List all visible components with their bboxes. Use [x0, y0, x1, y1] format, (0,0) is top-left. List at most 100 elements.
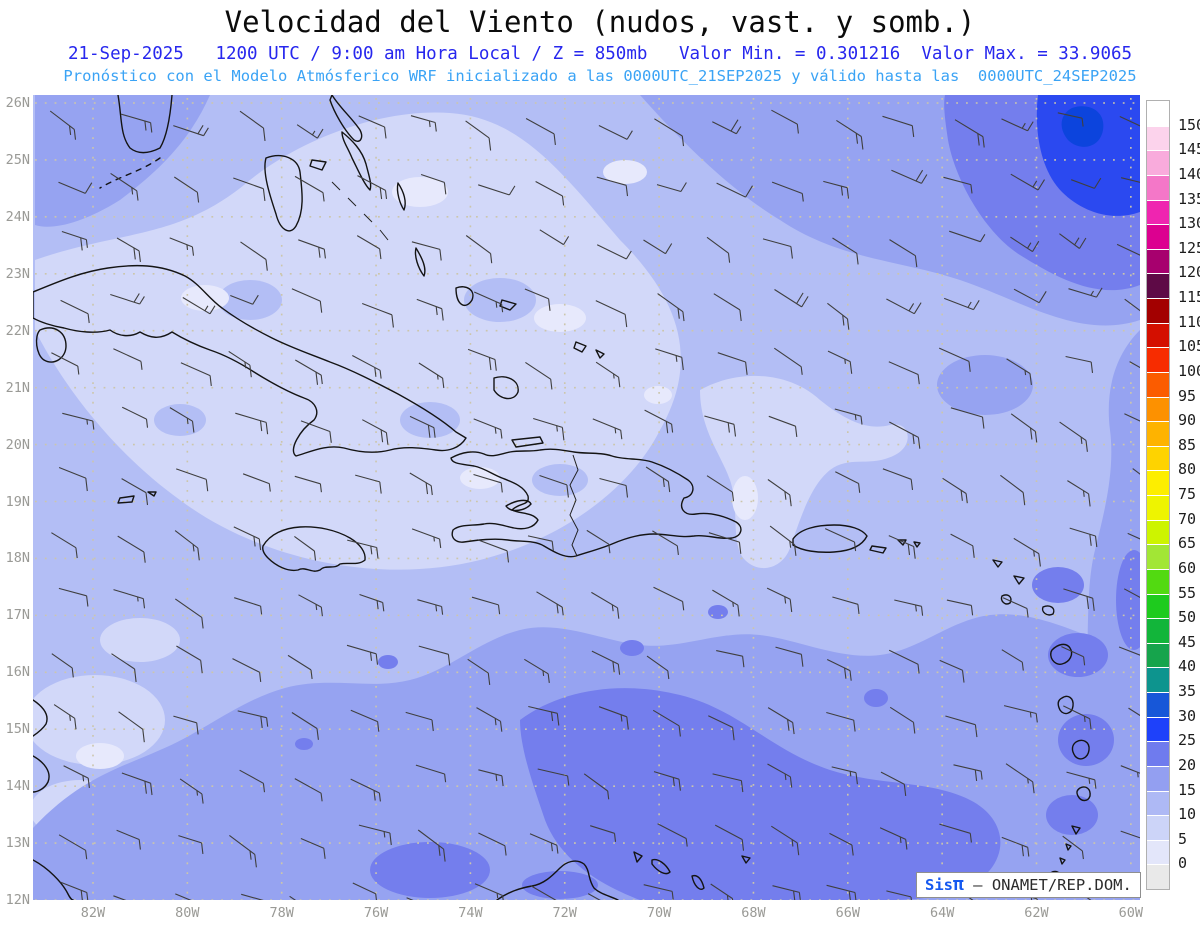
colorbar-label: 0: [1178, 854, 1188, 873]
colorbar-label: 105: [1178, 337, 1200, 356]
wind-barb: [406, 897, 414, 900]
wind-barb: [180, 362, 212, 386]
wind-barb: [116, 237, 141, 262]
wind-barb: [51, 532, 78, 559]
wind-barb: [357, 175, 388, 200]
wind-barb: [1013, 537, 1041, 567]
wind-barb: [598, 125, 633, 140]
watermark-badge: Sisπ – ONAMET/REP.DOM.: [916, 872, 1141, 898]
colorbar-segment: [1147, 396, 1169, 422]
wind-barb: [882, 468, 914, 490]
wind-barb: [478, 769, 504, 787]
wind-barb: [121, 772, 153, 796]
wind-barb: [362, 419, 389, 445]
wind-barb: [886, 298, 922, 315]
colorbar-label: 45: [1178, 632, 1197, 651]
colorbar-label: 115: [1178, 288, 1200, 306]
wind-barb: [233, 177, 266, 201]
coastline-cayman-islands: [117, 491, 157, 504]
coastline-layer: [33, 95, 1091, 900]
wind-barb: [717, 352, 748, 375]
wind-barb: [1120, 765, 1140, 778]
colorbar-segment: [1147, 741, 1169, 766]
wind-barb-layer: [49, 109, 1140, 900]
wind-barb: [708, 532, 742, 554]
wind-barb: [772, 885, 801, 900]
wind-barb: [478, 832, 507, 856]
wind-barb: [174, 598, 204, 629]
wind-barb: [415, 764, 447, 783]
wind-barb: [596, 176, 629, 197]
wind-barb: [474, 883, 504, 900]
wind-barb: [409, 415, 436, 438]
wind-barb: [657, 293, 685, 322]
lon-label: 78W: [269, 905, 294, 921]
wind-barb: [1068, 287, 1103, 298]
contour-region-20-25kt: [295, 738, 313, 750]
wind-barb: [1002, 597, 1029, 618]
colorbar-segment: [1147, 618, 1169, 643]
wind-barb: [949, 230, 986, 243]
colorbar-label: 95: [1178, 386, 1197, 405]
colorbar-segment: [1147, 445, 1169, 471]
colorbar-label: 50: [1178, 608, 1197, 627]
contour-region-20-25kt: [378, 655, 398, 669]
contour-spot-0-5kt: [392, 177, 448, 207]
lon-label: 74W: [458, 905, 483, 921]
wind-barb: [645, 466, 671, 493]
colorbar-segment: [1147, 101, 1169, 126]
colorbar-segment: [1147, 125, 1169, 151]
wind-barb: [1124, 298, 1140, 312]
lon-label: 80W: [175, 905, 200, 921]
colorbar-label: 75: [1178, 485, 1197, 503]
colorbar-segment: [1147, 519, 1169, 545]
wind-barb: [182, 297, 216, 315]
wind-barb: [298, 594, 323, 617]
wind-barb: [1061, 646, 1086, 666]
wind-barb: [656, 182, 687, 193]
wind-barb: [61, 230, 88, 251]
contour-spot-0-5kt: [732, 476, 758, 520]
lat-label: 21N: [5, 379, 30, 396]
contour-spot-0-5kt: [460, 467, 500, 489]
coastline-isla-juventud: [35, 327, 67, 363]
wind-barb: [1069, 527, 1098, 548]
wind-barb: [417, 829, 446, 862]
wind-barb: [598, 706, 629, 730]
wind-barb: [943, 176, 973, 194]
wind-barb: [350, 709, 380, 732]
colorbar-segment: [1147, 199, 1169, 225]
wind-barb: [946, 599, 974, 616]
wind-barb: [1063, 588, 1095, 611]
wind-barb: [1123, 588, 1140, 598]
wind-barb: [478, 184, 516, 196]
wind-barb: [1118, 646, 1140, 656]
colorbar-label: 90: [1178, 411, 1197, 430]
wind-barb: [1001, 118, 1034, 132]
wind-barb: [347, 539, 379, 559]
wind-barb: [241, 893, 264, 900]
wind-barb: [233, 526, 262, 551]
wind-barb: [529, 833, 559, 854]
wind-barb: [596, 244, 632, 260]
wind-barb: [953, 764, 983, 781]
contour-region-5-10kt: [33, 675, 165, 765]
colorbar-label: 85: [1178, 435, 1197, 454]
wind-barb: [473, 473, 503, 493]
wind-barb: [175, 893, 192, 900]
wind-barb: [237, 710, 269, 728]
wind-barb: [1120, 830, 1140, 839]
wind-barb: [169, 407, 195, 433]
wind-barb: [60, 881, 89, 900]
colorbar-segment: [1147, 716, 1169, 742]
wind-barb: [533, 417, 565, 441]
colorbar-segment: [1147, 322, 1169, 348]
wind-barb: [769, 525, 797, 556]
contour-spot-0-5kt: [534, 304, 586, 332]
wind-barb: [646, 655, 670, 680]
wind-barb: [524, 288, 551, 311]
colorbar-segment: [1147, 150, 1169, 175]
wind-barb: [352, 882, 377, 900]
colorbar-label: 40: [1178, 657, 1197, 676]
wind-barb: [51, 352, 80, 375]
